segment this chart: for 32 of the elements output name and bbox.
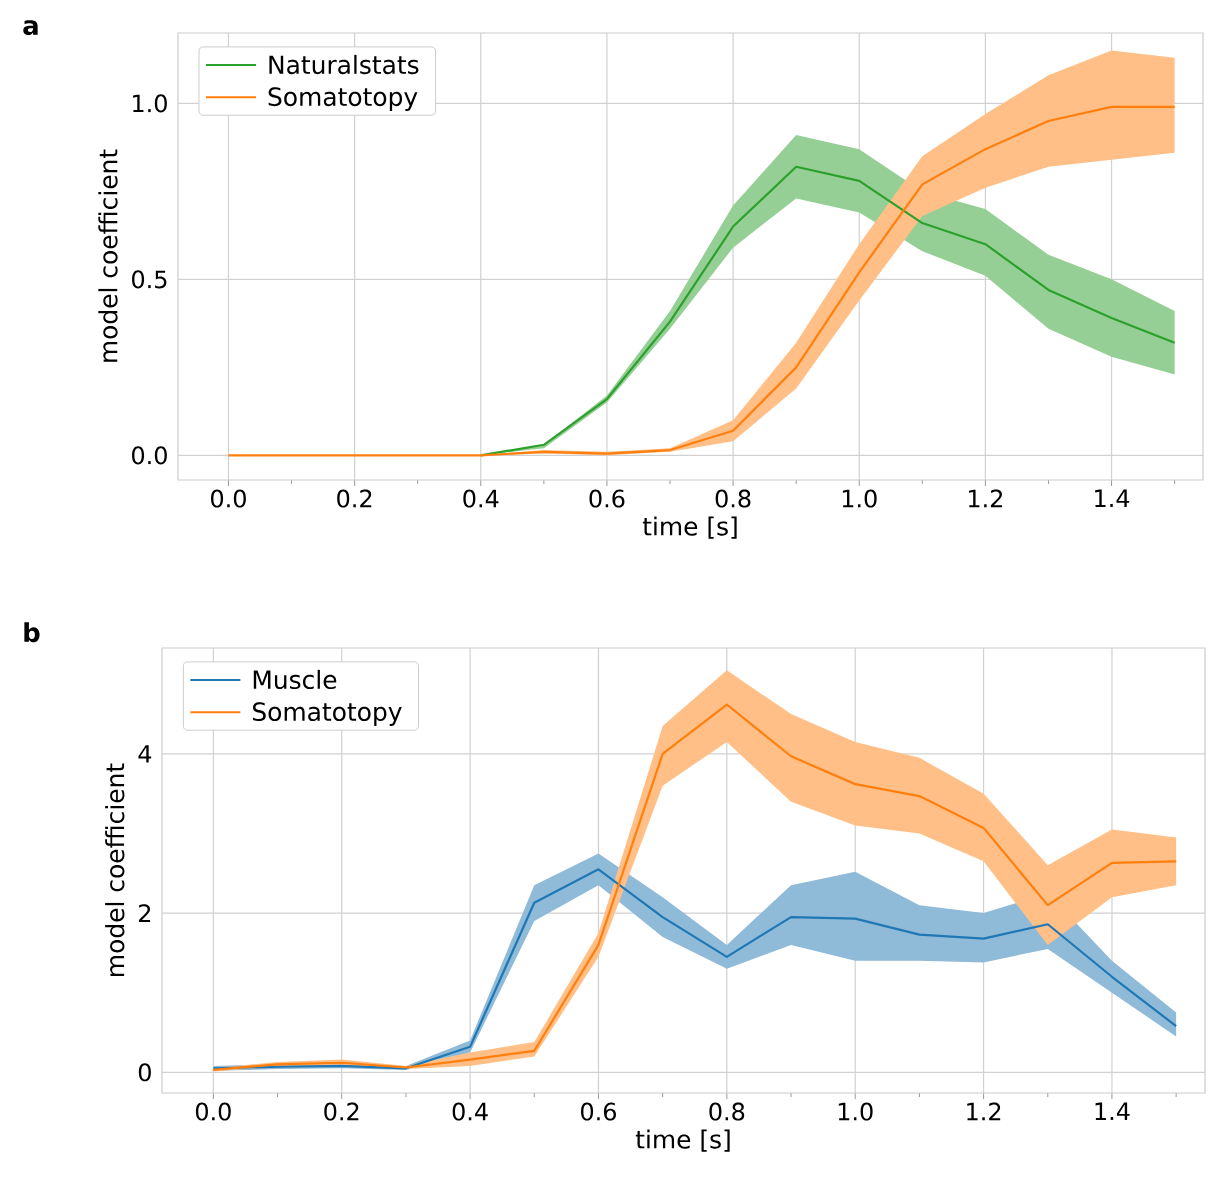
legend-label: Somatotopy xyxy=(253,702,402,726)
y-axis-title: model coefficient xyxy=(105,763,125,976)
x-tick-label: 1.2 xyxy=(967,1102,1001,1121)
legend-label: Naturalstats xyxy=(269,54,419,75)
text: a xyxy=(23,20,38,36)
y-tick-label: 4 xyxy=(138,745,152,763)
x-tick-label: 0.4 xyxy=(452,1102,488,1121)
x-tick-label: 1.4 xyxy=(1095,489,1130,507)
x-tick-label: 1.4 xyxy=(1095,1102,1130,1120)
x-tick-label: 0.6 xyxy=(589,489,625,508)
x-tick-label: 0.8 xyxy=(715,489,751,508)
y-tick-label: 2 xyxy=(139,904,151,922)
x-tick-label: 0.2 xyxy=(324,1102,359,1121)
x-tick-label: 0.4 xyxy=(463,489,499,508)
x-axis-title: time [s] xyxy=(642,516,737,539)
y-axis-title: model coefficient xyxy=(98,149,118,362)
x-tick-label: 1.0 xyxy=(842,489,877,508)
legend-label: Somatotopy xyxy=(268,87,418,111)
x-tick-label: 1.2 xyxy=(969,489,1002,508)
y-tick-label: 0.5 xyxy=(132,270,167,289)
x-tick-label: 0.8 xyxy=(709,1102,745,1121)
x-tick-label: 0.6 xyxy=(581,1102,616,1121)
x-tick-label: 0.0 xyxy=(195,1102,231,1121)
legend-label: Muscle xyxy=(253,669,337,690)
x-axis-title: time [s] xyxy=(635,1129,730,1152)
y-tick-label: 1.0 xyxy=(133,94,167,113)
x-tick-label: 0.2 xyxy=(337,489,372,508)
y-tick-label: 0.0 xyxy=(132,446,167,465)
x-tick-label: 1.0 xyxy=(838,1102,873,1121)
text: b xyxy=(24,622,40,643)
x-tick-label: 0.0 xyxy=(211,489,246,508)
y-tick-label: 0 xyxy=(138,1063,151,1082)
